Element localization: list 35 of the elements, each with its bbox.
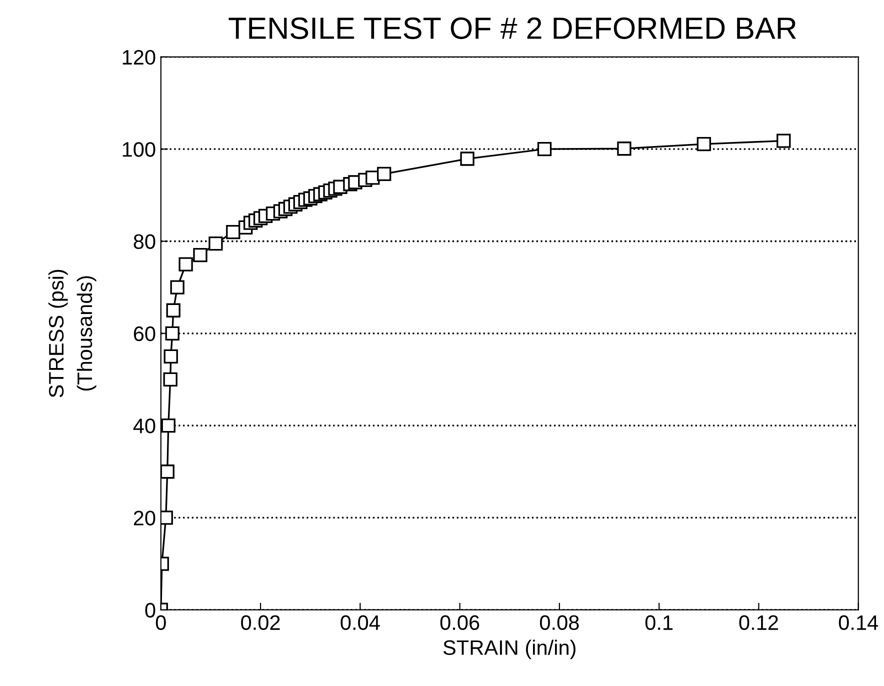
x-tick-label: 0.14 (838, 615, 878, 630)
point (166, 303, 180, 318)
x-tick-label: 0.06 (440, 615, 480, 630)
x-tick-label: 0.12 (739, 615, 778, 630)
x-axis-title: STRAIN (in/in) (443, 640, 576, 660)
point (226, 224, 240, 240)
point (161, 418, 176, 433)
point (460, 152, 474, 166)
point (170, 280, 184, 294)
x-tick-label: 0.04 (340, 615, 380, 630)
point (376, 166, 392, 182)
y-tick-label: 80 (134, 234, 156, 249)
point (164, 349, 178, 364)
point (160, 464, 174, 479)
point (696, 136, 712, 152)
x-tick-label: 0 (156, 615, 166, 630)
chart-title: TENSILE TEST OF # 2 DEFORMED BAR (228, 17, 796, 40)
x-tick-label: 0.1 (645, 615, 673, 630)
point (537, 142, 552, 156)
x-tick-label: 0.02 (241, 615, 280, 630)
point (776, 134, 791, 148)
x-tick-label: 0.08 (540, 615, 579, 630)
y-tick-label: 20 (134, 510, 156, 526)
point (163, 372, 178, 387)
point (193, 248, 208, 262)
point (208, 236, 223, 251)
point (165, 326, 180, 340)
y-axis-title: STRESS (psi) (Thousands) (48, 270, 96, 398)
y-tick-label: 120 (122, 50, 156, 65)
point (617, 142, 632, 156)
y-tick-label: 100 (122, 142, 156, 157)
y-tick-label: 0 (145, 602, 156, 618)
y-tick-label: 40 (133, 418, 156, 434)
point (178, 257, 193, 272)
y-tick-label: 60 (134, 326, 156, 342)
